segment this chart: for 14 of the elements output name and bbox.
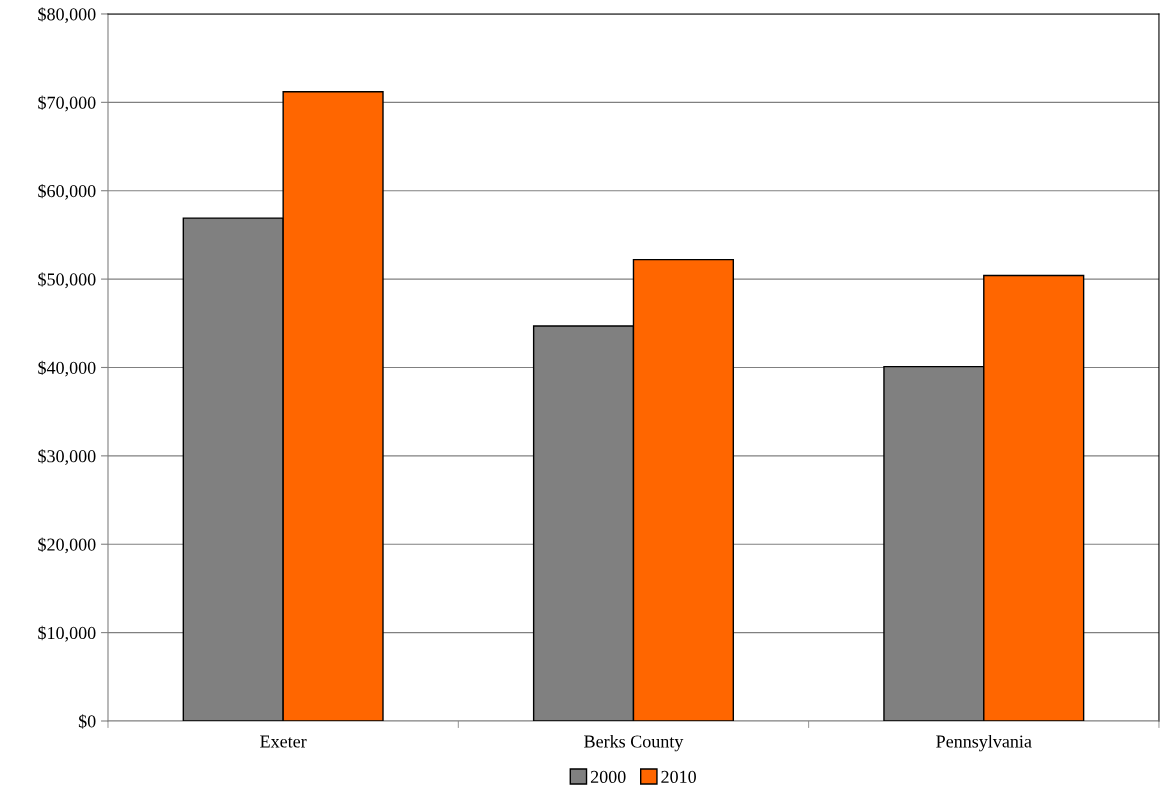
y-tick-label: $20,000	[38, 537, 96, 554]
x-tick-label: Berks County	[584, 734, 684, 752]
x-tick-label: Pennsylvania	[936, 734, 1032, 752]
y-tick-label: $0	[78, 714, 96, 729]
y-tick-label: $10,000	[38, 625, 96, 642]
legend-label: 2000	[590, 770, 626, 783]
x-tick-label: Exeter	[260, 735, 307, 748]
y-tick-label: $40,000	[38, 360, 96, 377]
y-tick-label: $60,000	[38, 183, 96, 200]
y-tick-label: $30,000	[38, 449, 96, 465]
y-tick-label: $50,000	[38, 272, 96, 289]
y-tick-label: $70,000	[38, 95, 96, 112]
legend-label: 2010	[661, 770, 696, 783]
y-tick-label: $80,000	[38, 7, 96, 24]
